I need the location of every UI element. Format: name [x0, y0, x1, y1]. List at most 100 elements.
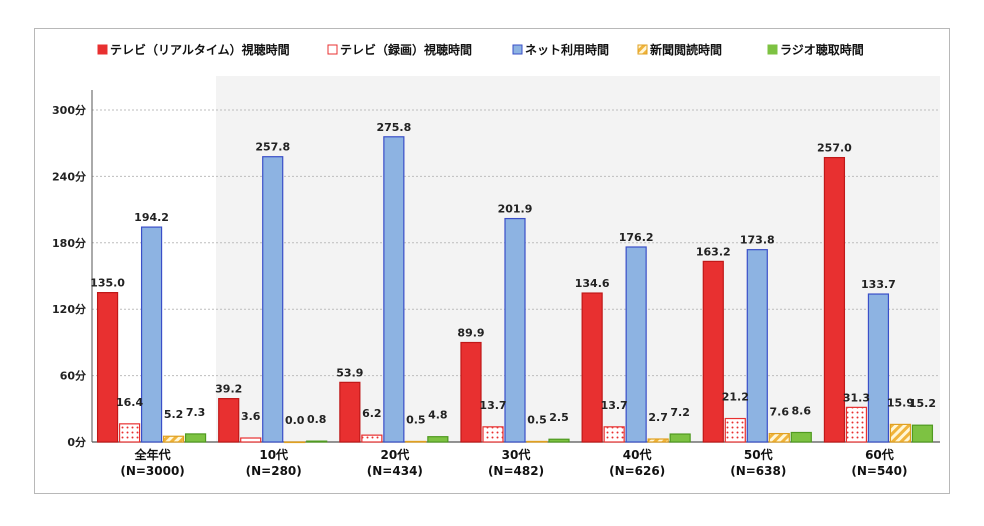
bar [162, 435, 185, 443]
data-label: 133.7 [861, 278, 896, 291]
data-label: 13.7 [601, 399, 628, 412]
bar [889, 423, 912, 443]
bar [96, 292, 119, 443]
legend-label: テレビ（録画）視聴時間 [340, 42, 472, 57]
y-tick-label: 0分 [67, 435, 86, 449]
bar [460, 341, 482, 443]
bar [790, 431, 812, 443]
data-label: 176.2 [619, 231, 654, 244]
legend-swatch [327, 44, 338, 55]
data-label: 194.2 [134, 211, 169, 224]
bar [625, 246, 647, 443]
category-sublabel: (N=482) [488, 464, 544, 478]
bar [823, 156, 846, 443]
bar [339, 381, 361, 443]
y-tick-label: 300分 [52, 103, 86, 117]
data-label: 53.9 [336, 366, 363, 379]
bar [647, 438, 669, 443]
y-tick-label: 60分 [60, 369, 86, 383]
bar [361, 434, 383, 443]
legend: テレビ（リアルタイム）視聴時間 テレビ（録画）視聴時間 ネット利用時間 新聞閲読時間 ラ… [97, 42, 864, 57]
bar [405, 440, 427, 443]
bar [284, 441, 306, 444]
bar [702, 260, 724, 443]
data-label: 8.6 [792, 404, 812, 417]
data-label: 257.0 [817, 142, 852, 155]
legend-swatch [512, 44, 523, 55]
bar [262, 156, 284, 443]
y-tick-label: 240分 [52, 169, 86, 183]
y-tick-label: 180分 [52, 236, 86, 250]
bar [548, 438, 570, 443]
bar [526, 440, 548, 443]
data-label: 173.8 [740, 234, 775, 247]
category-label: 60代 [865, 447, 894, 462]
bar [768, 432, 790, 443]
bar [504, 217, 526, 443]
data-label: 0.0 [285, 414, 305, 427]
data-label: 13.7 [479, 399, 506, 412]
bar [184, 433, 207, 443]
data-label: 257.8 [255, 141, 290, 154]
data-label: 15.9 [887, 396, 914, 409]
bar [118, 423, 141, 443]
category-label: 30代 [502, 447, 531, 462]
bar [746, 249, 768, 443]
data-label: 15.2 [909, 397, 936, 410]
data-label: 7.3 [186, 406, 206, 419]
data-label: 135.0 [90, 277, 125, 290]
data-label: 7.2 [670, 406, 690, 419]
bar [867, 293, 890, 443]
data-label: 0.8 [307, 413, 327, 426]
legend-swatch [97, 44, 108, 55]
bar [669, 433, 691, 443]
data-label: 163.2 [696, 245, 731, 258]
data-labels: 135.0 16.4 194.2 5.2 7.3 39.2 3.6 257.8 0.0 0.8 53… [90, 121, 936, 427]
legend-label: ネット利用時間 [525, 42, 609, 57]
plot-shade [216, 76, 940, 442]
bar [724, 417, 746, 443]
category-label: 10代 [259, 447, 288, 462]
data-label: 6.2 [362, 407, 382, 420]
data-label: 3.6 [241, 410, 261, 423]
category-sublabel: (N=626) [609, 464, 665, 478]
data-label: 16.4 [116, 396, 143, 409]
bar [140, 226, 163, 443]
category-label: 50代 [744, 447, 773, 462]
data-label: 5.2 [164, 408, 184, 421]
bar [482, 426, 504, 443]
bar [306, 440, 328, 443]
data-label: 89.9 [457, 327, 484, 340]
y-tick-label: 120分 [52, 302, 86, 316]
category-sublabel: (N=3000) [120, 464, 184, 478]
data-label: 2.5 [549, 411, 569, 424]
data-label: 2.7 [648, 411, 668, 424]
legend-swatch [637, 44, 648, 55]
category-label: 全年代 [134, 447, 171, 462]
bar [603, 426, 625, 443]
data-label: 0.5 [406, 413, 426, 426]
data-label: 0.5 [527, 413, 547, 426]
bar [383, 136, 405, 443]
data-label: 134.6 [575, 277, 610, 290]
category-label: 40代 [623, 447, 652, 462]
category-sublabel: (N=540) [851, 464, 907, 478]
data-label: 275.8 [376, 121, 411, 134]
legend-swatch [767, 44, 778, 55]
data-label: 201.9 [498, 203, 533, 216]
category-sublabel: (N=638) [730, 464, 786, 478]
category-label: 20代 [381, 447, 410, 462]
data-label: 21.2 [722, 391, 749, 404]
bar [581, 292, 603, 443]
bar [911, 424, 934, 443]
category-sublabel: (N=280) [246, 464, 302, 478]
x-axis-categories: 全年代 (N=3000) 10代 (N=280) 20代 (N=434) 30代 (N=482… [120, 447, 907, 478]
legend-label: ラジオ聴取時間 [780, 42, 864, 57]
legend-label: テレビ（リアルタイム）視聴時間 [110, 42, 290, 57]
bar [845, 406, 868, 443]
bar [218, 398, 240, 443]
y-axis-ticks: 0分 60分 120分 180分 240分 300分 [52, 103, 86, 449]
data-label: 31.3 [843, 391, 870, 404]
data-label: 7.6 [770, 406, 790, 419]
